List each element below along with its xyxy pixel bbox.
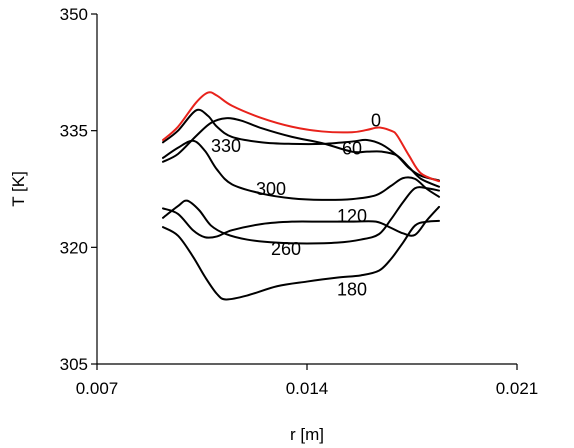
x-tick-label: 0.014	[286, 379, 329, 398]
curve-label-180: 180	[337, 279, 367, 299]
y-tick-label: 350	[60, 5, 88, 24]
curve-label-0: 0	[371, 111, 381, 131]
series-line-60	[162, 108, 440, 182]
y-tick-label: 320	[60, 238, 88, 257]
curve-label-120: 120	[337, 206, 367, 226]
y-tick-label: 335	[60, 122, 88, 141]
series-line-260	[162, 186, 440, 245]
series-line-180	[162, 219, 440, 301]
curve-label-60: 60	[342, 139, 362, 159]
series	[162, 91, 440, 301]
y-axis-label: T [K]	[9, 171, 28, 207]
ticks: 305 320 335 350 0.007 0.014 0.021	[60, 5, 539, 398]
series-line-120	[162, 205, 440, 239]
x-tick-label: 0.007	[76, 379, 119, 398]
x-tick-label: 0.021	[496, 379, 539, 398]
axes	[96, 14, 517, 365]
curve-label-330: 330	[211, 136, 241, 156]
series-line-300	[162, 139, 440, 201]
series-line-330	[162, 117, 440, 188]
curve-label-300: 300	[256, 179, 286, 199]
y-tick-label: 305	[60, 355, 88, 374]
series-line-0	[162, 91, 440, 183]
x-axis-label: r [m]	[290, 425, 324, 444]
curve-label-260: 260	[271, 239, 301, 259]
curve-labels: 0 60 330 300 120 260 180	[211, 111, 381, 300]
